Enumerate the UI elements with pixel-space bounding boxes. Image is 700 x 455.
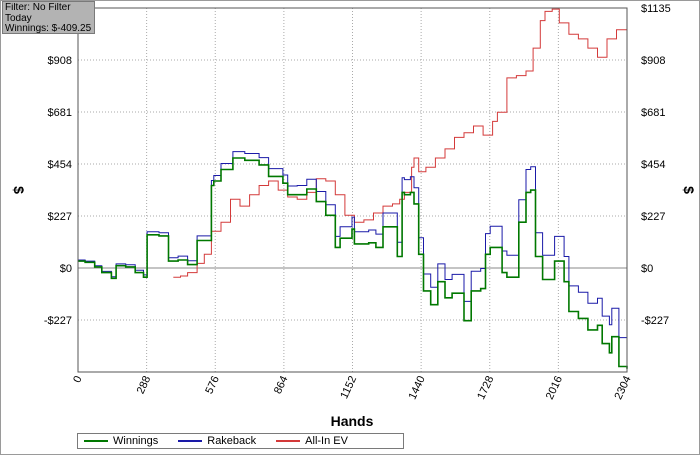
y-tick-label-right: $908 <box>641 55 665 67</box>
legend-item-allin-ev: All-In EV <box>276 435 348 447</box>
legend-swatch-winnings <box>84 440 108 442</box>
legend-swatch-rakeback <box>178 440 203 442</box>
y-tick-label-left: $0 <box>60 263 72 275</box>
x-ticks: 0 288 576 864 1152 1440 1728 2016 2304 <box>71 374 633 401</box>
legend-item-rakeback: Rakeback <box>178 435 256 447</box>
y-ticks-left: $1135$908$681$454$227$0-$227 <box>42 3 72 327</box>
y-tick-label-left: $227 <box>48 211 72 223</box>
y-tick-label-right: $1135 <box>641 3 671 15</box>
filter-date-line: Today <box>5 13 32 24</box>
x-tick-label: 1152 <box>338 374 359 401</box>
series-line-winnings <box>78 157 628 369</box>
y-tick-label-right: $681 <box>641 107 665 119</box>
y-ticks-right: $1135 $908 $681 $454 $227 $0 -$227 <box>641 3 671 327</box>
x-tick-label: 2304 <box>612 374 633 401</box>
y-axis-title-right: $ <box>681 186 697 194</box>
legend-swatch-allin-ev <box>276 440 301 442</box>
y-tick-label-left: $908 <box>48 55 72 67</box>
series-layer <box>78 8 628 369</box>
x-tick-label: 1728 <box>475 374 496 401</box>
x-tick-label: 2016 <box>544 374 565 401</box>
x-tick-label: 576 <box>203 374 222 396</box>
filter-line: Filter: No Filter <box>5 3 71 13</box>
x-tick-label: 288 <box>135 374 154 396</box>
y-tick-label-right: $454 <box>641 159 665 171</box>
legend-label-rakeback: Rakeback <box>207 435 257 447</box>
x-tick-label: 1440 <box>407 374 428 401</box>
legend-label-winnings: Winnings <box>113 435 159 447</box>
chart-legend: Winnings Rakeback All-In EV <box>77 433 404 449</box>
y-tick-label-left: $681 <box>48 107 72 119</box>
legend-label-allin-ev: All-In EV <box>305 435 348 447</box>
x-tick-label: 0 <box>71 374 84 385</box>
y-tick-label-left: -$227 <box>44 315 72 327</box>
y-axis-title-left: $ <box>11 186 27 194</box>
y-tick-label-left: $454 <box>48 159 72 171</box>
y-tick-label-right: $227 <box>641 211 665 223</box>
series-line-rakeback <box>78 151 628 340</box>
series-line-all-in-ev <box>173 8 628 278</box>
x-tick-label: 864 <box>272 374 291 396</box>
plot-border <box>77 7 628 373</box>
y-tick-label-right: $0 <box>641 263 653 275</box>
grid <box>78 7 627 372</box>
filter-winnings-line: Winnings: $-409.25 <box>5 24 92 34</box>
filter-info-box: Filter: No Filter Today Winnings: $-409.… <box>2 1 95 34</box>
x-axis-title: Hands <box>331 413 374 429</box>
y-tick-label-right: -$227 <box>641 315 669 327</box>
legend-item-winnings: Winnings <box>84 435 158 447</box>
